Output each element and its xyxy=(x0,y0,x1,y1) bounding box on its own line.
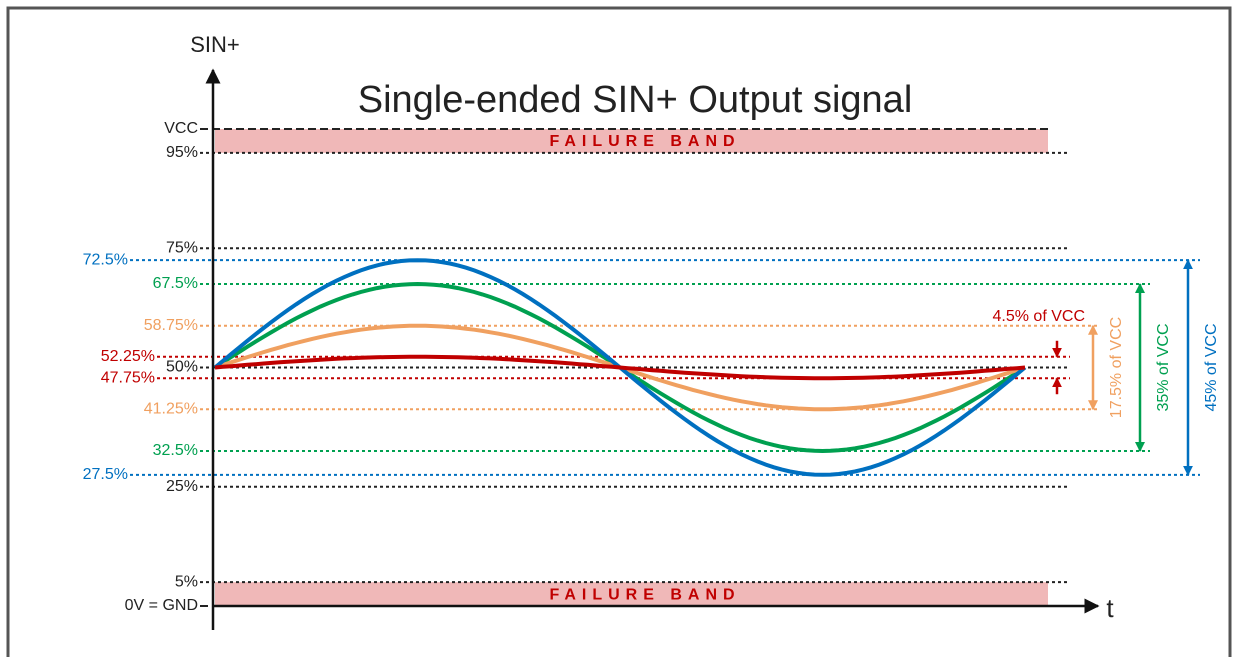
band-level-label: 67.5% xyxy=(153,275,198,292)
level-label: 0V = GND xyxy=(125,597,198,614)
signal-curve xyxy=(214,354,1026,381)
title: Single-ended SIN+ Output signal xyxy=(358,79,913,121)
level-label: 75% xyxy=(166,239,198,256)
span-label: 17.5% of VCC xyxy=(1108,317,1125,418)
failure-band xyxy=(215,129,1048,153)
x-axis-label: t xyxy=(1106,593,1114,623)
y-axis-label: SIN+ xyxy=(190,32,240,57)
band-level-label: 41.25% xyxy=(144,400,198,417)
band-level-label: 58.75% xyxy=(144,317,198,334)
level-label: VCC xyxy=(164,120,198,137)
band-level-label: 52.25% xyxy=(101,348,155,365)
band-level-label: 72.5% xyxy=(83,251,128,268)
span-label: 35% of VCC xyxy=(1155,323,1172,411)
band-level-label: 32.5% xyxy=(153,442,198,459)
failure-band-label: FAILURE BAND xyxy=(549,133,740,150)
failure-band-label: FAILURE BAND xyxy=(549,586,740,603)
frame xyxy=(6,6,1232,657)
level-label: 25% xyxy=(166,478,198,495)
band-level-label: 47.75% xyxy=(101,369,155,386)
span-label: 4.5% of VCC xyxy=(993,308,1085,325)
level-label: 95% xyxy=(166,144,198,161)
failure-band xyxy=(215,582,1048,606)
span-label: 45% of VCC xyxy=(1203,323,1220,411)
level-label: 50% xyxy=(166,359,198,376)
level-label: 5% xyxy=(175,573,198,590)
band-level-label: 27.5% xyxy=(83,466,128,483)
